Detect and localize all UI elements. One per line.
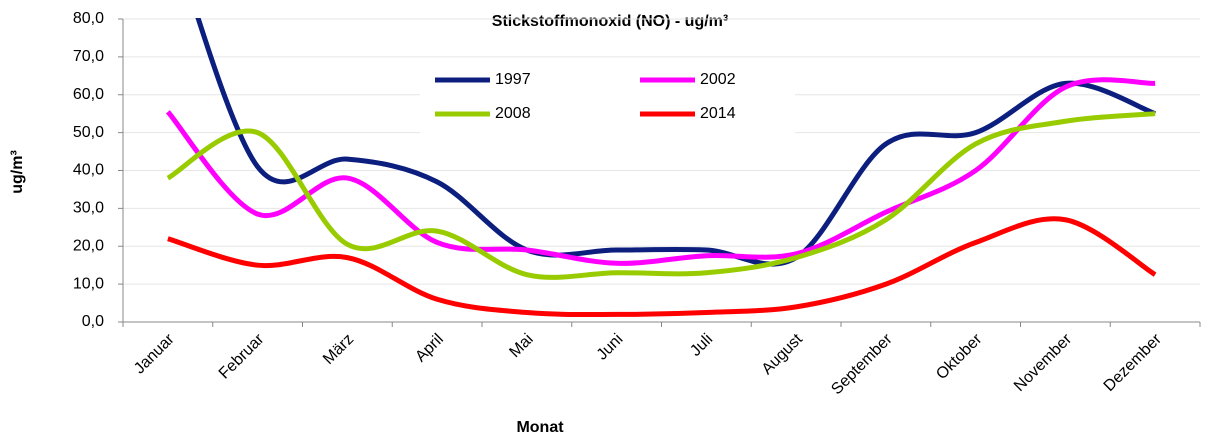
y-tick-label: 10,0 — [73, 275, 104, 292]
y-tick-label: 30,0 — [73, 200, 104, 217]
x-tick-label: Mai — [506, 331, 536, 361]
x-tick-label: Oktober — [933, 330, 986, 383]
series-line — [167, 216, 1157, 317]
y-tick-label: 80,0 — [73, 10, 104, 27]
y-tick-label: 60,0 — [73, 86, 104, 103]
x-tick-label: März — [320, 331, 357, 368]
x-tick-label: Juli — [687, 331, 716, 360]
x-tick-label: Juni — [594, 331, 627, 364]
y-axis-label: ug/m³ — [9, 150, 26, 194]
y-tick-label: 20,0 — [73, 237, 104, 254]
legend-label: 1997 — [495, 71, 531, 88]
x-tick-label: Dezember — [1101, 330, 1166, 395]
y-tick-label: 50,0 — [73, 124, 104, 141]
x-tick-label: Februar — [216, 330, 268, 382]
x-tick-label: April — [412, 331, 447, 366]
x-tick-label: September — [828, 330, 896, 398]
legend-label: 2008 — [495, 105, 531, 122]
x-axis-label: Monat — [516, 419, 564, 436]
plot-lines — [165, 18, 1157, 317]
x-tick-label: Januar — [131, 330, 178, 377]
x-tick-label: August — [759, 330, 807, 378]
y-tick-label: 40,0 — [73, 162, 104, 179]
y-tick-label: 70,0 — [73, 48, 104, 65]
series-line — [166, 111, 1156, 280]
legend-label: 2014 — [700, 105, 736, 122]
y-tick-label: 0,0 — [82, 313, 104, 330]
legend-box — [420, 62, 795, 134]
chart-title: Stickstoffmonoxid (NO) - ug/m³ — [492, 13, 728, 30]
x-tick-label: November — [1011, 330, 1076, 395]
legend-label: 2002 — [700, 71, 736, 88]
series-line — [165, 77, 1156, 266]
series-line — [195, 18, 1157, 267]
